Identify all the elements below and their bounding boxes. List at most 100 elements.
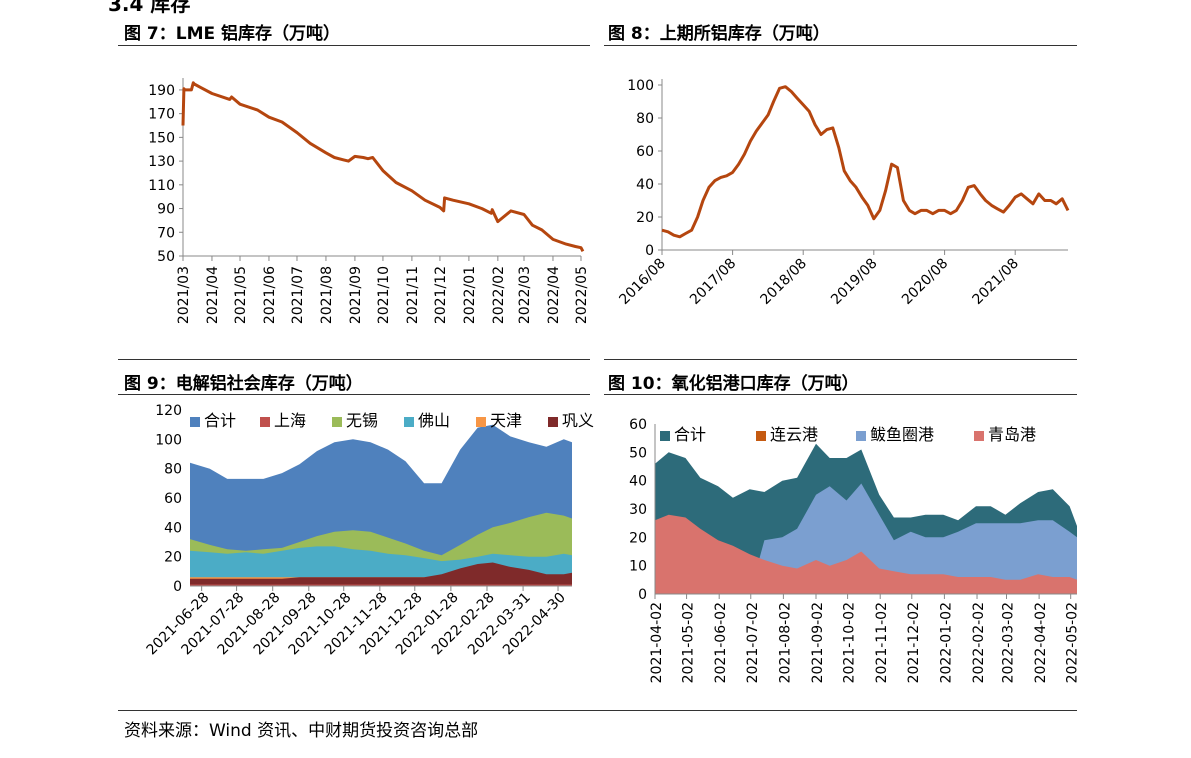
fig8-title: 图 8：上期所铝库存（万吨） <box>608 24 830 44</box>
fig9-legend-label: 合计 <box>204 411 236 430</box>
fig8-xtick-label: 2019/08 <box>828 256 880 308</box>
fig10-xtick-label: 2021-11-02 <box>874 602 890 683</box>
fig7-xtick-label: 2021/11 <box>405 266 421 324</box>
fig10-title: 图 10：氧化铝港口库存（万吨） <box>608 374 859 394</box>
divider <box>118 359 590 360</box>
fig10-xtick-label: 2021-12-02 <box>906 602 922 683</box>
fig10-xtick-label: 2021-09-02 <box>810 602 826 683</box>
divider <box>118 45 590 46</box>
fig9-legend-label: 佛山 <box>418 411 450 430</box>
fig8-ytick-label: 40 <box>636 177 654 193</box>
fig7-xtick-label: 2021/09 <box>348 266 364 324</box>
fig7-xtick-label: 2022/01 <box>462 266 478 324</box>
fig10-xtick-label: 2021-06-02 <box>713 602 729 683</box>
fig10-legend-label: 鲅鱼圈港 <box>870 425 934 444</box>
fig7-xtick-label: 2021/10 <box>376 266 392 324</box>
fig9-ytick-label: 0 <box>173 579 182 595</box>
divider <box>118 394 590 395</box>
fig9-legend-swatch <box>260 417 270 427</box>
fig7-ytick-label: 130 <box>148 154 175 170</box>
fig9-ytick-label: 80 <box>164 462 182 478</box>
fig9-area-巩义 <box>190 562 572 586</box>
fig9-legend-label: 天津 <box>490 411 522 430</box>
fig10-xtick-label: 2022-01-02 <box>938 602 954 683</box>
fig10-legend-label: 合计 <box>674 425 706 444</box>
fig7-xtick-label: 2022/05 <box>574 266 590 324</box>
fig10-ytick-label: 50 <box>629 445 647 461</box>
source-note: 资料来源：Wind 资讯、中财期货投资咨询总部 <box>124 721 479 741</box>
fig7-ytick-label: 170 <box>148 107 175 123</box>
fig10-legend-swatch <box>660 431 670 441</box>
fig10-ytick-label: 20 <box>629 530 647 546</box>
fig10-legend-swatch <box>856 431 866 441</box>
fig7-xtick-label: 2022/02 <box>491 266 507 324</box>
fig9-ytick-label: 120 <box>155 403 182 419</box>
fig7-xtick-label: 2021/05 <box>233 266 249 324</box>
fig7-ytick-label: 190 <box>148 83 175 99</box>
divider <box>604 394 1077 395</box>
fig10-legend-label: 青岛港 <box>988 425 1036 444</box>
fig9-legend-swatch <box>476 417 486 427</box>
divider <box>604 359 1077 360</box>
fig7-xtick-label: 2021/08 <box>319 266 335 324</box>
fig8-xtick-label: 2016/08 <box>616 256 668 308</box>
fig9-ytick-label: 20 <box>164 550 182 566</box>
fig8-xtick-label: 2021/08 <box>970 256 1022 308</box>
fig9-legend-swatch <box>548 417 558 427</box>
fig10-ytick-label: 60 <box>629 417 647 433</box>
fig7-xtick-label: 2022/04 <box>546 266 562 324</box>
fig7-xtick-label: 2021/07 <box>290 266 306 324</box>
fig9-legend-swatch <box>332 417 342 427</box>
fig7-title: 图 7：LME 铝库存（万吨） <box>124 24 341 44</box>
fig9-ytick-label: 40 <box>164 520 182 536</box>
fig10-xtick-label: 2021-08-02 <box>777 602 793 683</box>
section-title: 3.4 库存 <box>108 0 191 16</box>
fig9-legend-swatch <box>404 417 414 427</box>
fig7-xtick-label: 2022/03 <box>517 266 533 324</box>
fig10-xtick-label: 2022-03-02 <box>1000 602 1016 683</box>
fig10-xtick-label: 2022-02-02 <box>971 602 987 683</box>
fig7-ytick-label: 110 <box>148 178 175 194</box>
fig9-legend-label: 无锡 <box>346 411 378 430</box>
fig8-ytick-label: 60 <box>636 144 654 160</box>
fig9-ytick-label: 100 <box>155 432 182 448</box>
fig9-title: 图 9：电解铝社会库存（万吨） <box>124 374 363 394</box>
fig7-xtick-label: 2021/06 <box>262 266 278 324</box>
fig10-ytick-label: 0 <box>638 587 647 603</box>
fig8-ytick-label: 0 <box>645 243 654 259</box>
divider <box>604 45 1077 46</box>
fig10-xtick-label: 2022-05-02 <box>1065 602 1081 683</box>
fig10-xtick-label: 2021-07-02 <box>745 602 761 683</box>
fig8-series-line <box>661 85 1070 239</box>
fig8-ytick-label: 100 <box>627 78 654 94</box>
fig10-ytick-label: 40 <box>629 474 647 490</box>
fig8-ytick-label: 80 <box>636 111 654 127</box>
fig7-ytick-label: 50 <box>157 249 175 265</box>
fig10-legend-label: 连云港 <box>770 425 818 444</box>
divider <box>118 710 1077 711</box>
fig10-xtick-label: 2021-04-02 <box>649 602 665 683</box>
fig10-legend-swatch <box>974 431 984 441</box>
fig7-xtick-label: 2021/12 <box>433 266 449 324</box>
fig7-xtick-label: 2021/03 <box>176 266 192 324</box>
fig10-legend-swatch <box>756 431 766 441</box>
fig10-xtick-label: 2021-10-02 <box>842 602 858 683</box>
fig8-ytick-label: 20 <box>636 210 654 226</box>
fig7-ytick-label: 150 <box>148 130 175 146</box>
fig7-xtick-label: 2021/04 <box>205 266 221 324</box>
fig8-xtick-label: 2017/08 <box>687 256 739 308</box>
fig7-series-line <box>181 81 585 253</box>
fig7-ytick-label: 90 <box>157 202 175 218</box>
fig10-area-青岛港 <box>655 514 1077 594</box>
fig9-legend-label: 上海 <box>274 411 306 430</box>
fig8-xtick-label: 2020/08 <box>899 256 951 308</box>
fig9-legend-label: 巩义 <box>562 411 594 430</box>
fig7-ytick-label: 70 <box>157 225 175 241</box>
fig10-ytick-label: 30 <box>629 502 647 518</box>
fig10-ytick-label: 10 <box>629 559 647 575</box>
fig9-ytick-label: 60 <box>164 491 182 507</box>
fig8-xtick-label: 2018/08 <box>758 256 810 308</box>
fig9-legend-swatch <box>190 417 200 427</box>
fig10-xtick-label: 2021-05-02 <box>681 602 697 683</box>
